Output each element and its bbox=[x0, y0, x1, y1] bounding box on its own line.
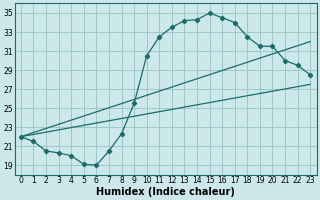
X-axis label: Humidex (Indice chaleur): Humidex (Indice chaleur) bbox=[96, 187, 235, 197]
